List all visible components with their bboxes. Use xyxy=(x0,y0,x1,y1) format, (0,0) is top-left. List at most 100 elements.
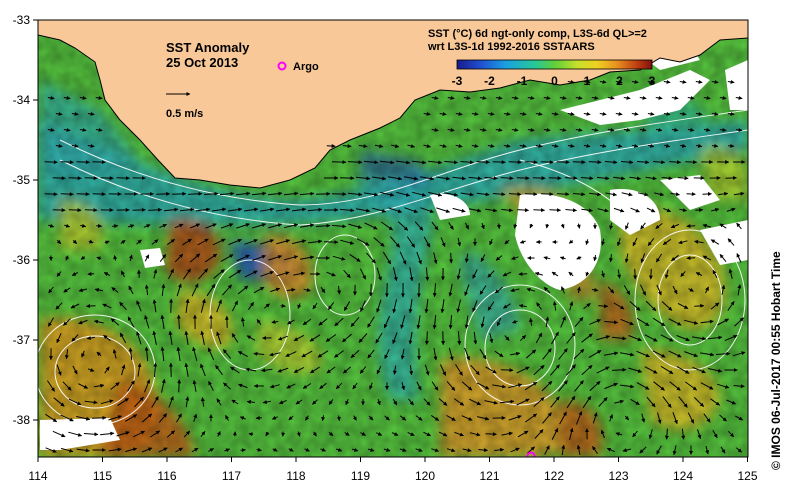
current-vector-arrow xyxy=(212,207,227,212)
current-vector-arrow xyxy=(517,430,529,438)
current-vector-arrow xyxy=(446,448,456,453)
current-vector-arrow xyxy=(541,380,553,392)
current-vector-arrow xyxy=(707,335,723,340)
argo-legend-icon xyxy=(277,61,287,71)
current-vector-arrow xyxy=(380,192,395,197)
current-vector-arrow xyxy=(111,287,119,293)
current-vector-arrow xyxy=(52,176,66,181)
current-vector-arrow xyxy=(503,303,511,309)
current-vector-arrow xyxy=(436,207,451,213)
current-vector-arrow xyxy=(719,414,727,422)
current-vector-arrow xyxy=(737,284,742,296)
current-vector-arrow xyxy=(71,272,79,276)
current-vector-arrow xyxy=(559,127,567,132)
map-date: 25 Oct 2013 xyxy=(166,55,238,70)
current-vector-arrow xyxy=(719,253,727,263)
current-vector-arrow xyxy=(300,255,315,260)
current-vector-arrow xyxy=(679,79,687,84)
current-vector-arrow xyxy=(44,160,58,165)
current-vector-arrow xyxy=(420,207,434,214)
current-vector-arrow xyxy=(78,288,88,293)
current-vector-arrow xyxy=(727,300,735,311)
current-vector-arrow xyxy=(494,350,504,358)
current-vector-arrow xyxy=(585,239,590,245)
current-vector-arrow xyxy=(343,269,351,279)
current-vector-arrow xyxy=(448,315,453,330)
current-vector-arrow xyxy=(559,256,566,261)
current-vector-arrow xyxy=(269,384,280,389)
current-vector-arrow xyxy=(672,445,677,456)
x-tick-label: 124 xyxy=(673,469,693,483)
current-vector-arrow xyxy=(575,127,583,132)
current-vector-arrow xyxy=(215,364,223,375)
current-vector-arrow xyxy=(231,333,239,343)
current-vector-arrow xyxy=(172,191,187,196)
current-vector-arrow xyxy=(545,223,550,229)
current-vector-arrow xyxy=(46,380,56,392)
current-vector-arrow xyxy=(414,221,424,231)
current-vector-arrow xyxy=(297,303,302,309)
x-tick-label: 120 xyxy=(415,469,435,483)
current-vector-arrow xyxy=(153,269,158,279)
current-vector-arrow xyxy=(317,350,329,358)
current-vector-arrow xyxy=(676,335,690,342)
current-vector-arrow xyxy=(663,207,672,213)
current-vector-arrow xyxy=(735,127,743,132)
current-vector-arrow xyxy=(231,399,239,405)
current-vector-arrow xyxy=(656,445,662,455)
current-vector-arrow xyxy=(113,255,118,261)
current-vector-arrow xyxy=(86,336,95,341)
current-vector-arrow xyxy=(615,143,623,148)
current-vector-arrow xyxy=(447,95,455,100)
current-vector-arrow xyxy=(480,254,486,262)
current-vector-arrow xyxy=(568,271,574,277)
current-vector-arrow xyxy=(256,319,262,325)
current-vector-arrow xyxy=(321,415,326,422)
current-vector-arrow xyxy=(220,223,234,229)
current-vector-arrow xyxy=(629,301,641,311)
current-vector-arrow xyxy=(400,348,405,360)
current-vector-arrow xyxy=(176,283,182,297)
current-vector-arrow xyxy=(449,252,454,264)
current-vector-arrow xyxy=(605,192,617,197)
current-vector-arrow xyxy=(599,111,607,116)
current-vector-arrow xyxy=(719,95,727,100)
current-vector-arrow xyxy=(461,381,473,391)
current-vector-arrow xyxy=(621,192,633,197)
current-vector-arrow xyxy=(711,207,720,212)
current-vector-arrow xyxy=(679,111,687,116)
current-vector-arrow xyxy=(524,381,538,391)
current-vector-arrow xyxy=(559,95,567,100)
current-vector-arrow xyxy=(472,300,478,313)
current-vector-arrow xyxy=(87,143,95,148)
current-vector-arrow xyxy=(206,283,216,297)
current-vector-arrow xyxy=(301,350,313,358)
current-vector-arrow xyxy=(510,351,521,356)
current-vector-arrow xyxy=(235,191,251,196)
current-vector-arrow xyxy=(260,239,275,245)
current-vector-arrow xyxy=(637,160,650,165)
current-vector-arrow xyxy=(736,253,742,263)
current-vector-arrow xyxy=(485,432,497,437)
current-vector-arrow xyxy=(423,236,431,248)
current-vector-arrow xyxy=(416,315,421,330)
current-vector-arrow xyxy=(544,445,550,455)
current-vector-arrow xyxy=(276,239,291,245)
current-vector-arrow xyxy=(516,398,530,406)
current-vector-arrow xyxy=(581,333,593,343)
current-vector-arrow xyxy=(647,79,655,84)
current-vector-arrow xyxy=(200,430,206,437)
current-vector-arrow xyxy=(415,415,423,421)
current-vector-arrow xyxy=(454,431,464,437)
current-vector-arrow xyxy=(448,222,454,230)
current-vector-arrow xyxy=(335,382,343,390)
current-vector-arrow xyxy=(71,111,79,116)
current-vector-arrow xyxy=(535,332,543,344)
current-vector-arrow xyxy=(400,315,406,329)
current-vector-arrow xyxy=(245,367,257,372)
current-vector-arrow xyxy=(349,253,361,263)
current-vector-arrow xyxy=(540,160,554,165)
current-vector-arrow xyxy=(623,285,631,295)
current-vector-arrow xyxy=(516,176,530,181)
current-vector-arrow xyxy=(55,111,63,116)
